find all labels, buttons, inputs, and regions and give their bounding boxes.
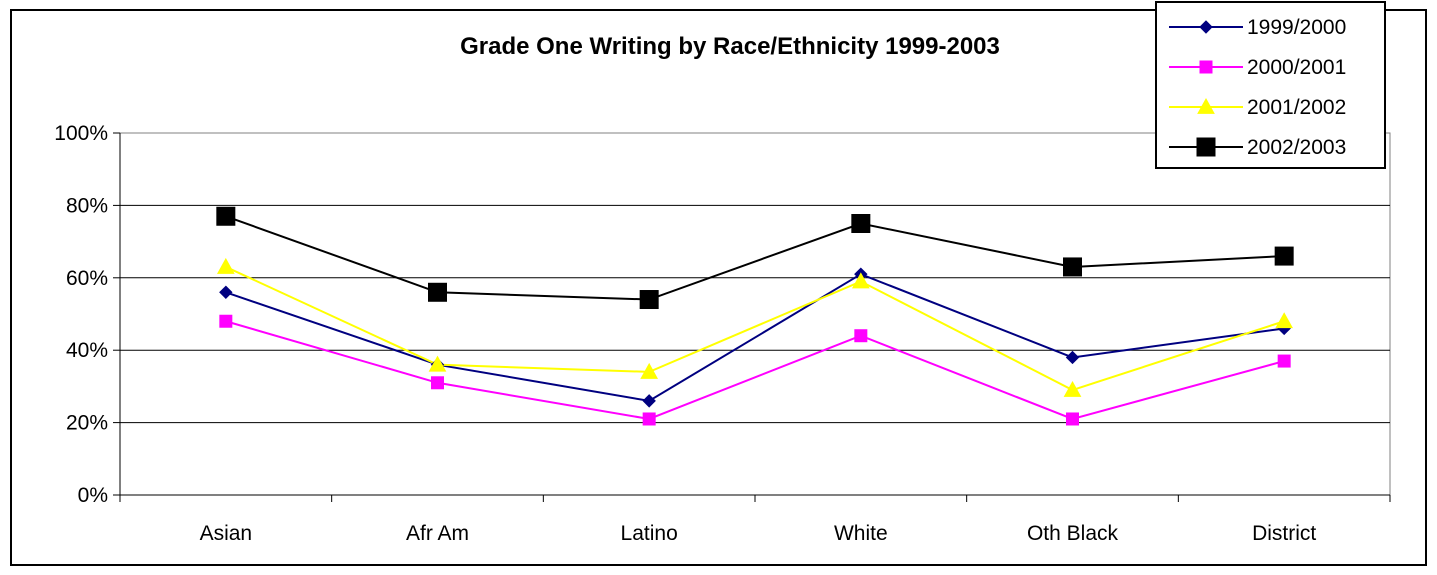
data-point — [219, 314, 233, 328]
legend-label: 2000/2001 — [1247, 56, 1347, 79]
x-tick-label: White — [834, 522, 888, 545]
gridlines — [119, 132, 1391, 496]
legend-label: 1999/2000 — [1247, 16, 1347, 39]
y-tick-label: 60% — [66, 267, 108, 290]
chart-title: Grade One Writing by Race/Ethnicity 1999… — [460, 33, 1000, 60]
data-point — [639, 290, 659, 310]
data-point — [851, 272, 870, 289]
series-line-2000/2001 — [225, 320, 1285, 421]
legend-item: 2002/2003 — [1157, 127, 1388, 167]
legend-swatch — [1169, 60, 1243, 74]
series-line-2001/2002 — [225, 266, 1285, 392]
x-tick-label: Oth Black — [1027, 522, 1119, 545]
axes — [113, 132, 1391, 502]
tick-labels: 0% 20% 40% 60% 80% 100% Asian Afr Am Latino White… — [54, 122, 1316, 545]
legend-item: 2001/2002 — [1157, 87, 1388, 127]
x-tick-label: Latino — [621, 522, 678, 545]
data-point — [428, 355, 447, 372]
legend-swatch-marker — [1199, 60, 1213, 74]
data-point — [1277, 354, 1291, 368]
series-lines — [225, 215, 1285, 421]
data-point — [216, 257, 235, 274]
y-tick-label: 20% — [66, 412, 108, 435]
data-point — [1275, 312, 1294, 329]
series-line-2002/2003 — [225, 215, 1285, 301]
data-point — [428, 282, 447, 302]
x-tick-label: Asian — [200, 522, 253, 545]
data-point — [642, 412, 656, 426]
legend-item: 2000/2001 — [1157, 47, 1388, 87]
data-point — [219, 285, 233, 299]
y-tick-label: 80% — [66, 194, 108, 217]
data-point — [1066, 412, 1079, 426]
y-tick-label: 100% — [54, 122, 108, 145]
data-point — [216, 206, 236, 226]
legend-label: 2002/2003 — [1247, 136, 1347, 159]
legend-swatch-marker — [1197, 97, 1215, 114]
data-point — [1063, 257, 1082, 277]
legend-label: 2001/2002 — [1247, 96, 1347, 119]
plot-border — [119, 132, 1391, 496]
y-tick-label: 0% — [78, 484, 108, 507]
data-point — [640, 362, 659, 379]
legend-swatch-marker — [1199, 20, 1213, 34]
series-line-1999/2000 — [225, 273, 1285, 402]
data-point — [431, 376, 444, 390]
data-point — [1063, 380, 1082, 397]
data-point — [1065, 350, 1080, 365]
legend: 1999/2000 2000/2001 2001/2002 2002/2003 — [1155, 1, 1386, 169]
data-point — [1274, 246, 1294, 266]
legend-swatch — [1169, 137, 1243, 157]
x-tick-label: District — [1252, 522, 1316, 545]
data-point — [854, 329, 868, 343]
legend-swatch — [1169, 97, 1243, 114]
legend-swatch — [1169, 20, 1243, 34]
data-point — [642, 394, 656, 408]
data-point — [851, 214, 871, 233]
series-markers — [216, 206, 1294, 426]
x-tick-label: Afr Am — [406, 522, 469, 545]
legend-swatch-marker — [1196, 137, 1216, 157]
legend-item: 1999/2000 — [1157, 7, 1388, 47]
y-tick-label: 40% — [66, 339, 108, 362]
